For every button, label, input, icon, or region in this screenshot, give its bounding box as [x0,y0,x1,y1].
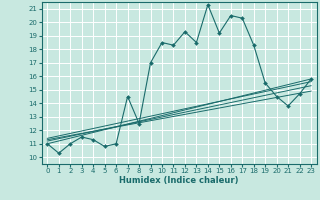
X-axis label: Humidex (Indice chaleur): Humidex (Indice chaleur) [119,176,239,185]
